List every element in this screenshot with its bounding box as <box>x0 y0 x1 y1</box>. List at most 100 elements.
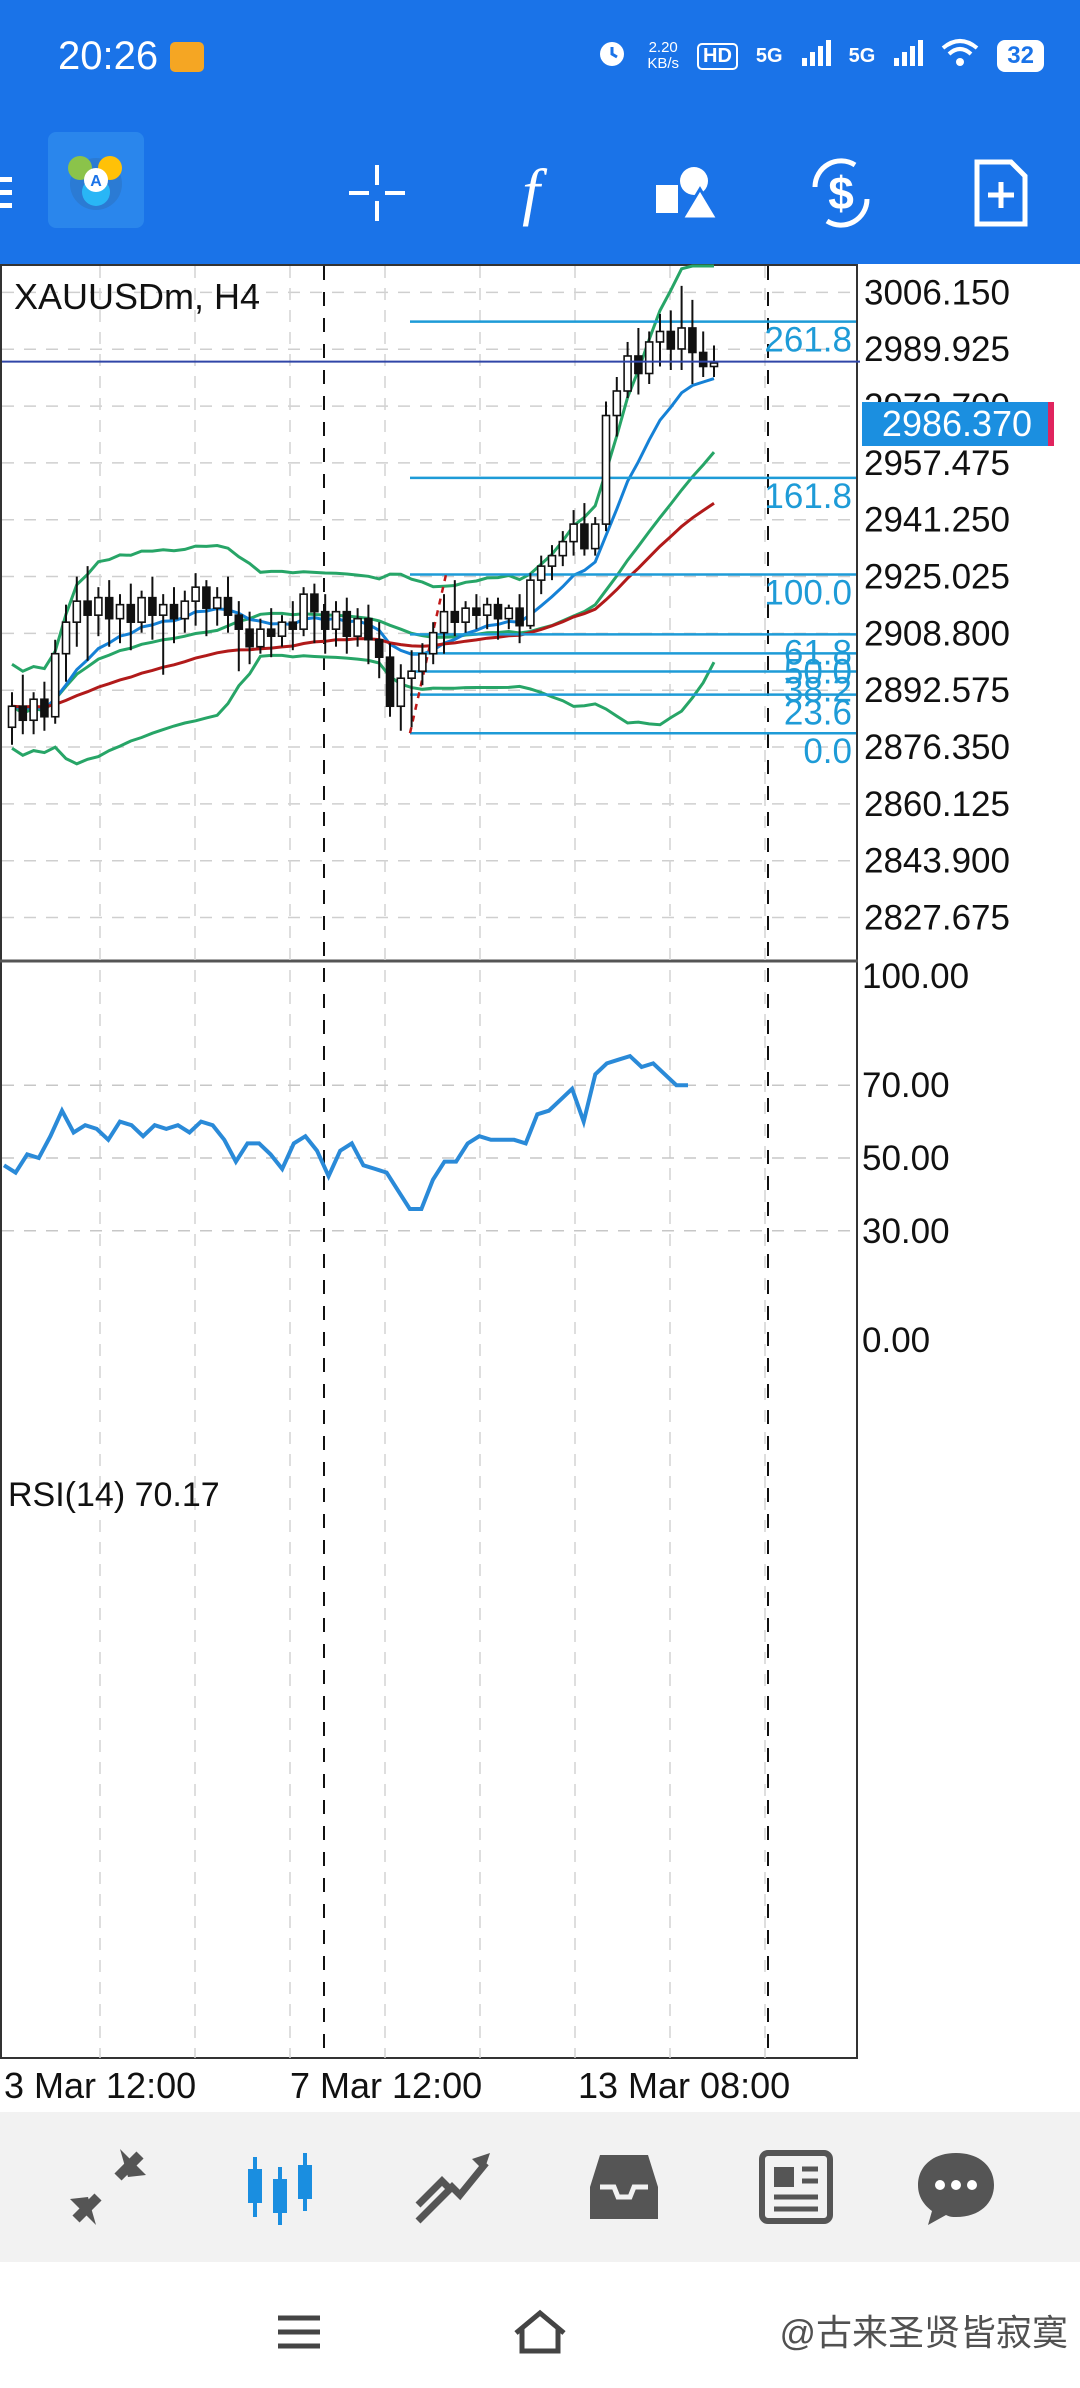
candle <box>202 580 211 637</box>
messages-icon[interactable] <box>906 2142 1006 2232</box>
candle <box>18 674 28 735</box>
objects-shapes-icon[interactable] <box>642 148 732 238</box>
bullish-candle-body <box>709 362 719 368</box>
candle <box>191 573 200 626</box>
bollinger-upper <box>11 264 714 673</box>
candle <box>580 503 589 556</box>
candle <box>526 573 535 630</box>
bearish-candle-body <box>83 600 92 616</box>
candle <box>212 587 222 626</box>
bearish-candle-body <box>515 607 524 627</box>
signal-5g-2-icon: 5G <box>848 44 876 67</box>
bearish-candle-body <box>266 628 276 637</box>
time-axis: 3 Mar 12:00 7 Mar 12:00 13 Mar 08:00 <box>4 2065 790 2106</box>
bullish-candle-body <box>558 540 568 557</box>
wifi-icon <box>941 38 979 74</box>
candle <box>310 583 319 644</box>
metatrader-logo[interactable]: A <box>48 132 144 228</box>
candle <box>50 639 60 724</box>
history-icon[interactable] <box>574 2142 674 2232</box>
bullish-candle-body <box>482 603 492 616</box>
bullish-candle-body <box>439 610 449 634</box>
candle <box>61 604 71 682</box>
candle <box>482 597 492 630</box>
bollinger-bands <box>11 264 716 766</box>
bullish-candle-body <box>7 705 17 729</box>
bullish-candle-body <box>526 579 535 627</box>
bullish-candle-body <box>612 390 622 417</box>
fib-level-label: 100.0 <box>764 574 852 613</box>
news-icon[interactable] <box>746 2142 846 2232</box>
network-speed-unit: KB/s <box>647 55 680 72</box>
price-axis: 3006.1502989.9252973.7002957.4752941.250… <box>2 273 1010 1360</box>
candlesticks <box>7 285 719 745</box>
candle <box>137 590 146 633</box>
bullish-candle-body <box>137 596 146 623</box>
candle <box>558 531 568 567</box>
bearish-candle-body <box>18 705 28 722</box>
home-icon[interactable] <box>505 2302 575 2362</box>
grid <box>0 264 858 2059</box>
chart-icon[interactable] <box>230 2142 330 2232</box>
fib-trendline[interactable] <box>408 574 448 734</box>
bullish-candle-body <box>94 596 103 616</box>
candle <box>536 555 546 595</box>
bullish-candle-body <box>29 698 38 722</box>
fibonacci-retracement[interactable]: 0.023.638.250.061.8 100.0 161.8 261.8 <box>408 320 856 772</box>
bearish-candle-body <box>310 593 319 613</box>
slow-moving-average <box>11 502 715 709</box>
price-tick-label: 2860.125 <box>864 785 1010 824</box>
bollinger-lower <box>11 653 716 766</box>
network-speed-value: 2.20 <box>648 39 678 56</box>
bullish-candle-body <box>407 670 416 680</box>
bullish-candle-body <box>655 330 665 343</box>
bearish-candle-body <box>288 621 298 630</box>
candle <box>223 576 233 633</box>
price-tick-label: 2876.350 <box>864 728 1010 767</box>
candle <box>374 622 384 679</box>
change-symbol-icon[interactable]: $ <box>796 148 886 238</box>
bearish-candle-body <box>148 596 157 616</box>
new-chart-icon[interactable] <box>956 148 1046 238</box>
recent-apps-icon[interactable] <box>264 2302 334 2362</box>
bearish-candle-body <box>450 610 460 623</box>
candle <box>364 604 373 665</box>
svg-text:$: $ <box>828 167 854 219</box>
bearish-candle-body <box>234 614 244 630</box>
bullish-candle-body <box>428 631 438 655</box>
candle <box>169 587 179 644</box>
candle <box>29 692 38 735</box>
candle <box>115 594 125 644</box>
fib-level-label: 161.8 <box>764 477 852 516</box>
trade-icon[interactable] <box>402 2142 502 2232</box>
price-tick-label: 2908.800 <box>864 614 1010 653</box>
chart-area[interactable]: 0.0 23.6 38.2 50.0 61.8 100.0 161.8 261.8 3006.… <box>0 264 1080 2110</box>
indicator-function-icon[interactable]: f <box>486 148 576 238</box>
alarm-icon <box>595 36 629 76</box>
candle <box>472 594 481 630</box>
fib-level-label: 61.8 <box>784 633 852 672</box>
crosshair-icon[interactable] <box>332 148 422 238</box>
bullish-candle-body <box>61 621 71 655</box>
bearish-candle-body <box>688 327 697 354</box>
candle <box>256 618 265 654</box>
bearish-candle-body <box>223 596 233 616</box>
candle <box>94 587 103 637</box>
candle <box>569 510 578 556</box>
quotes-icon[interactable] <box>58 2142 158 2232</box>
menu-icon[interactable] <box>0 148 30 238</box>
candle <box>331 601 341 647</box>
rsi-indicator <box>2 1053 688 1211</box>
candle <box>320 594 330 654</box>
bearish-candle-body <box>245 628 254 648</box>
bullish-candle-body <box>601 414 611 525</box>
candle <box>428 622 438 665</box>
candle <box>450 580 460 637</box>
bullish-candle-body <box>396 677 406 708</box>
candle <box>493 597 503 640</box>
bearish-candle-body <box>493 603 503 620</box>
price-chart[interactable]: 0.023.638.250.061.8 100.0 161.8 261.8 3006.… <box>0 264 1080 2110</box>
symbol-timeframe-label: XAUUSDm, H4 <box>14 276 260 317</box>
bullish-candle-body <box>418 652 427 673</box>
time-label-3: 13 Mar 08:00 <box>578 2065 790 2106</box>
